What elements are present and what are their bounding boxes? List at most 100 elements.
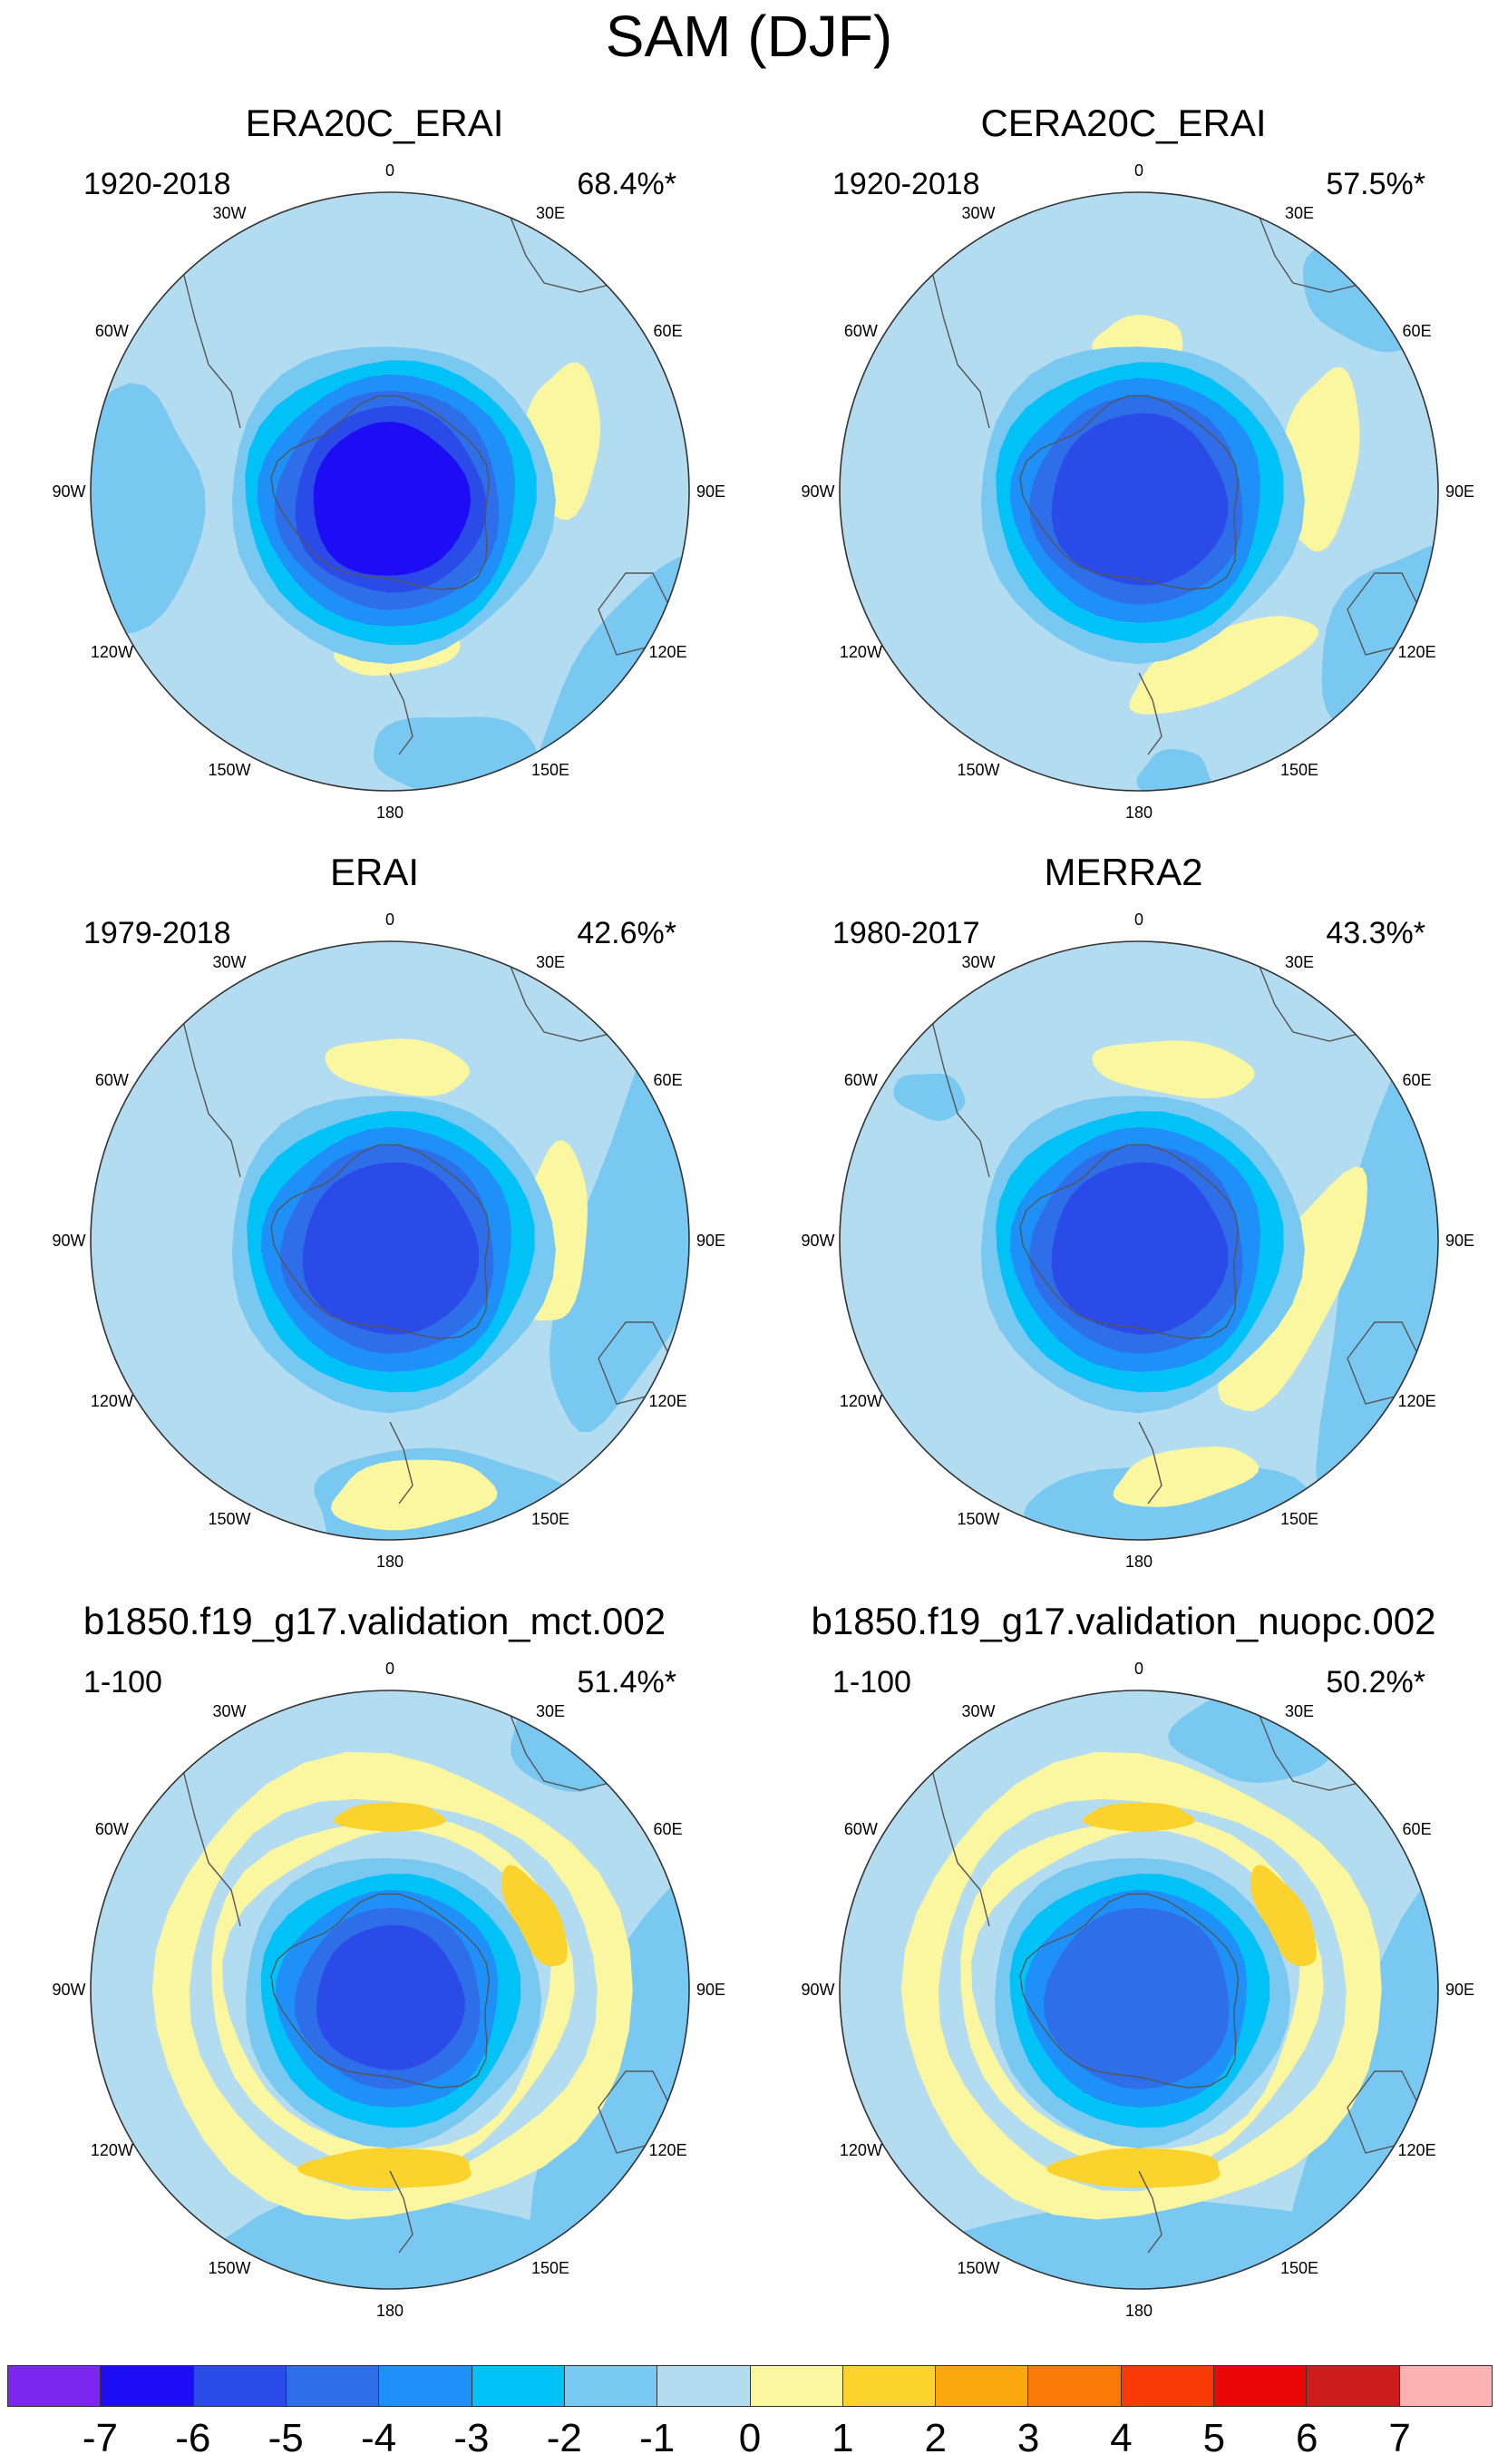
antarctica-coastline	[1019, 394, 1240, 590]
longitude-label: 120W	[839, 2141, 882, 2159]
longitude-label: 150W	[208, 1509, 251, 1528]
panel-period: 1979-2018	[83, 916, 231, 950]
longitude-label: 90W	[801, 482, 835, 501]
longitude-label: 150W	[957, 760, 1000, 779]
field-positive-strong	[1082, 1802, 1195, 1832]
longitude-label: 30E	[1284, 1702, 1315, 1721]
longitude-label: 120E	[1397, 2141, 1436, 2159]
longitude-label: 150W	[957, 2258, 1000, 2277]
colorbar-swatch	[1307, 2366, 1400, 2406]
field-negative-ring	[313, 421, 472, 576]
antarctica-coastline	[1019, 1144, 1240, 1339]
panel-period: 1920-2018	[832, 167, 980, 201]
longitude-label: 120W	[90, 643, 133, 661]
colorbar-tick-label: -1	[639, 2416, 676, 2460]
longitude-label: 120E	[648, 1392, 687, 1410]
longitude-label: 30E	[535, 204, 566, 223]
new-zealand-coastline	[1138, 2170, 1162, 2254]
coastlines	[929, 959, 1421, 1505]
colorbar-swatch	[1399, 2366, 1492, 2406]
panel-explained-variance: 42.6%*	[577, 916, 676, 950]
field-positive-strong	[1250, 1865, 1317, 1967]
field-negative-ring	[1043, 1907, 1230, 2089]
colorbar-swatch	[379, 2366, 472, 2406]
field-negative-weak	[924, 2199, 1396, 2289]
polar-map	[839, 191, 1439, 792]
antarctica-coastline	[1019, 1893, 1240, 2089]
field-negative-weak	[511, 1690, 658, 1792]
south-america-coastline	[180, 1762, 241, 1927]
panel-title: b1850.f19_g17.validation_mct.002	[83, 1600, 666, 1642]
field-positive-lobe	[330, 1459, 498, 1531]
panel-title: ERAI	[329, 851, 420, 893]
longitude-label: 30E	[535, 953, 566, 972]
colorbar-swatch	[842, 2366, 937, 2406]
colorbar-tick-label: 6	[1296, 2416, 1318, 2460]
field-positive-lobe	[1113, 1446, 1260, 1507]
colorbar-tick-label: -7	[82, 2416, 118, 2460]
longitude-label: 150W	[208, 760, 251, 779]
south-america-coastline	[180, 1013, 241, 1178]
panel-title: b1850.f19_g17.validation_nuopc.002	[811, 1600, 1436, 1642]
longitude-label: 120E	[648, 643, 687, 661]
longitude-label: 30W	[212, 204, 247, 223]
map-boundary	[90, 940, 690, 1541]
longitude-label: 120E	[1397, 1392, 1436, 1410]
colorbar-swatch	[193, 2366, 287, 2406]
longitude-label: 60W	[843, 1820, 878, 1838]
antarctica-coastline	[270, 1893, 491, 2089]
field-negative-ring	[302, 1162, 480, 1335]
longitude-label: 150E	[530, 760, 570, 779]
longitude-label: 30W	[961, 953, 996, 972]
longitude-label: 60W	[843, 322, 878, 340]
longitude-label: 60W	[94, 1071, 129, 1089]
panel-explained-variance: 57.5%*	[1326, 167, 1425, 201]
longitude-label: 0	[1133, 1660, 1143, 1678]
coastlines	[180, 959, 672, 1505]
longitude-label: 120W	[839, 1392, 882, 1410]
longitude-label: 60E	[1402, 322, 1432, 340]
colorbar-swatch	[564, 2366, 658, 2406]
longitude-label: 30W	[961, 1702, 996, 1721]
longitude-label: 120W	[90, 1392, 133, 1410]
colorbar-swatch	[8, 2366, 102, 2406]
field-positive-strong	[501, 1865, 568, 1967]
polar-map	[90, 191, 690, 792]
panel-title: MERRA2	[1044, 851, 1203, 893]
longitude-label: 0	[384, 911, 394, 929]
panel-title: ERA20C_ERAI	[245, 102, 504, 144]
field-negative-ring	[1051, 413, 1229, 586]
longitude-label: 60E	[1402, 1071, 1432, 1089]
colorbar-tick-label: 1	[832, 2416, 854, 2460]
polar-map	[839, 940, 1439, 1541]
polar-map	[90, 1690, 690, 2290]
longitude-label: 150E	[1279, 1509, 1319, 1528]
field-negative-ring	[1051, 1162, 1229, 1335]
figure-title: SAM (DJF)	[605, 4, 893, 69]
longitude-label: 90E	[1444, 1981, 1475, 1999]
longitude-label: 180	[375, 2302, 404, 2320]
longitude-label: 150W	[957, 1509, 1000, 1528]
colorbar-tick-label: -6	[175, 2416, 211, 2460]
field-positive-lobe	[1092, 1040, 1255, 1099]
colorbar	[7, 2365, 1493, 2407]
longitude-label: 90E	[1444, 482, 1475, 501]
longitude-label: 150E	[530, 1509, 570, 1528]
longitude-label: 90E	[1444, 1232, 1475, 1250]
longitude-label: 30W	[961, 204, 996, 223]
south-america-coastline	[180, 264, 241, 429]
panel-explained-variance: 43.3%*	[1326, 916, 1425, 950]
colorbar-tick-label: -3	[453, 2416, 490, 2460]
longitude-label: 90E	[696, 1232, 726, 1250]
longitude-label: 60E	[1402, 1820, 1432, 1838]
polar-map	[90, 940, 690, 1541]
field-negative-weak	[893, 1073, 966, 1122]
colorbar-swatch	[101, 2366, 194, 2406]
field-negative-weak	[177, 2193, 601, 2289]
longitude-label: 90E	[696, 1981, 726, 1999]
polar-map	[839, 1690, 1439, 2290]
longitude-label: 30W	[212, 1702, 247, 1721]
map-boundary	[90, 1690, 690, 2290]
field-positive-strong	[297, 2147, 472, 2188]
longitude-label: 0	[384, 161, 394, 180]
